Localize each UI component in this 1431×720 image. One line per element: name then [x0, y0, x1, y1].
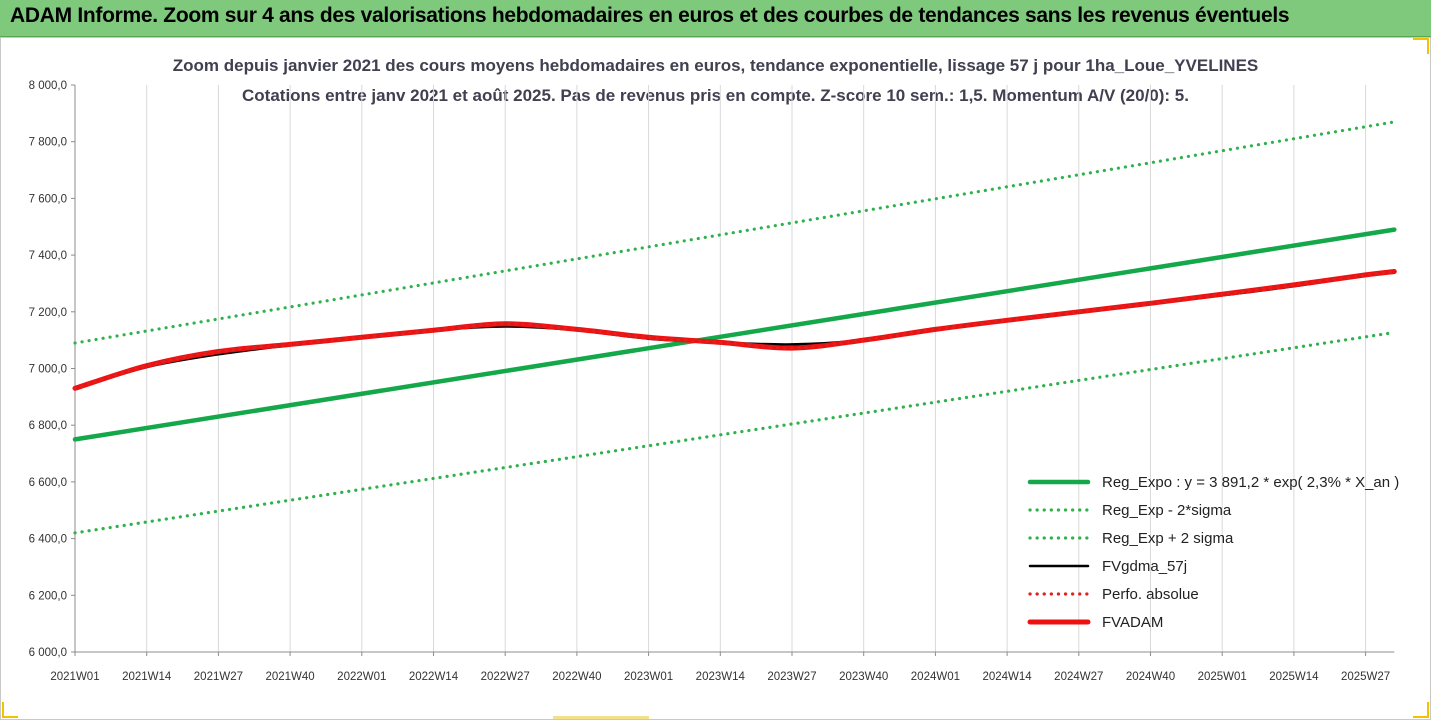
chart-subtitle: Cotations entre janv 2021 et août 2025. … — [242, 86, 1189, 105]
series-line-5 — [72, 269, 1397, 391]
x-tick-label: 2024W14 — [982, 671, 1032, 683]
y-tick-label: 6 400,0 — [29, 534, 67, 546]
y-tick-label: 7 800,0 — [29, 137, 67, 149]
y-tick-label: 6 600,0 — [29, 477, 67, 489]
series-line-3 — [73, 271, 1396, 390]
legend-label: Reg_Expo : y = 3 891,2 * exp( 2,3% * X_a… — [1102, 474, 1399, 491]
x-tick-label: 2022W14 — [409, 671, 459, 683]
y-tick-label: 8 000,0 — [29, 80, 67, 92]
legend-label: Reg_Exp + 2 sigma — [1102, 530, 1234, 547]
x-tick-label: 2024W27 — [1054, 671, 1103, 683]
x-tick-label: 2024W40 — [1126, 671, 1175, 683]
y-tick-label: 7 200,0 — [29, 307, 67, 319]
report-banner: ADAM Informe. Zoom sur 4 ans des valoris… — [0, 0, 1431, 37]
x-tick-label: 2023W01 — [624, 671, 673, 683]
x-tick-label: 2024W01 — [911, 671, 960, 683]
y-tick-label: 7 400,0 — [29, 250, 67, 262]
frame-corner-bottom-left — [2, 702, 18, 718]
selection-mark — [553, 716, 649, 719]
x-tick-label: 2025W27 — [1341, 671, 1390, 683]
legend-label: Perfo. absolue — [1102, 586, 1199, 603]
y-tick-label: 6 200,0 — [29, 590, 67, 602]
x-tick-label: 2022W40 — [552, 671, 601, 683]
legend-label: Reg_Exp - 2*sigma — [1102, 502, 1232, 519]
x-tick-label: 2023W40 — [839, 671, 888, 683]
x-tick-label: 2023W27 — [767, 671, 816, 683]
x-tick-label: 2022W27 — [481, 671, 530, 683]
frame-corner-top-right — [1413, 38, 1429, 54]
y-tick-label: 6 800,0 — [29, 420, 67, 432]
series-line-1 — [73, 330, 1396, 535]
x-tick-label: 2021W14 — [122, 671, 172, 683]
x-tick-label: 2025W01 — [1198, 671, 1247, 683]
legend-label: FVADAM — [1102, 614, 1163, 631]
x-tick-label: 2021W40 — [265, 671, 314, 683]
frame-corner-bottom-right — [1413, 702, 1429, 718]
x-tick-label: 2023W14 — [696, 671, 746, 683]
chart-title: Zoom depuis janvier 2021 des cours moyen… — [172, 56, 1259, 75]
y-tick-label: 7 600,0 — [29, 193, 67, 205]
series-line-0 — [72, 227, 1397, 442]
report-title: ADAM Informe. Zoom sur 4 ans des valoris… — [10, 4, 1290, 27]
x-tick-label: 2021W01 — [50, 671, 99, 683]
x-tick-label: 2021W27 — [194, 671, 243, 683]
x-tick-label: 2022W01 — [337, 671, 386, 683]
y-tick-label: 6 000,0 — [29, 647, 67, 659]
x-tick-label: 2025W14 — [1269, 671, 1319, 683]
y-tick-label: 7 000,0 — [29, 364, 67, 376]
series-line-2 — [73, 120, 1396, 345]
series-line-4 — [73, 269, 1396, 390]
legend-label: FVgdma_57j — [1102, 558, 1187, 575]
